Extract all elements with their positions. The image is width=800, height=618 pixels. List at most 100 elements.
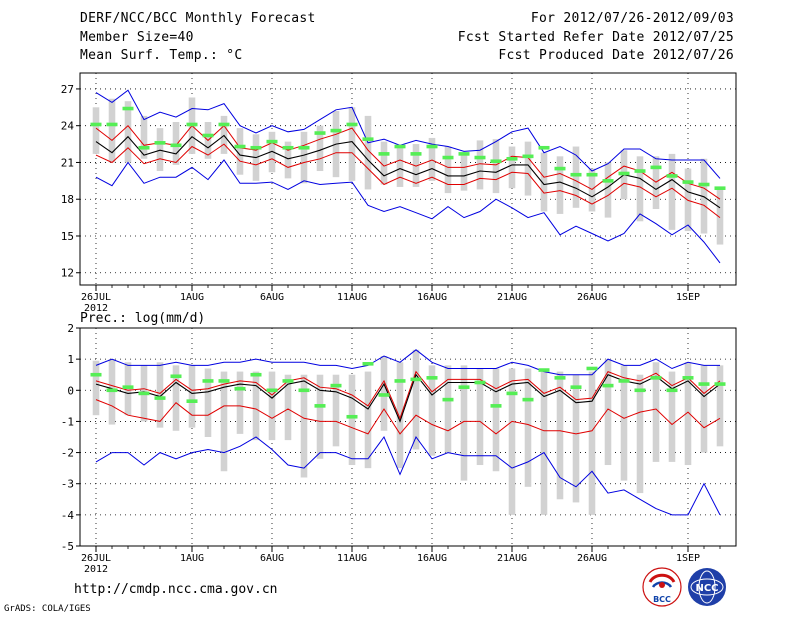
temp-member-marker	[362, 137, 374, 141]
prec-plot-frame	[79, 327, 737, 547]
temp-member-marker	[346, 122, 358, 127]
prec-spread-bar	[188, 365, 196, 428]
temp-spread-bar	[396, 146, 404, 187]
precipitation-panel: -5 -4 -3 -2 -1 0 1 2 26JUL 1AUG 6AUG 11AUG 16AUG 21AU…	[61, 322, 737, 575]
temp-member-marker	[474, 155, 486, 160]
prec-member-marker	[394, 379, 406, 383]
prec-spread-bar	[636, 374, 644, 494]
prec-member-marker	[298, 388, 310, 393]
prec-spread-bar	[412, 349, 420, 450]
prec-member-marker	[570, 385, 582, 389]
temperature-panel: 12 15 18 21 24 27 26JUL 1AUG 6AUG 11AUG 16AUG 21AUG…	[61, 72, 737, 314]
prec-y-tick-label: -5	[61, 540, 74, 553]
prec-member-marker	[474, 380, 486, 385]
temp-spread-bar	[172, 122, 180, 165]
temp-spread-bar	[524, 141, 532, 196]
prec-spread-bar	[524, 368, 532, 487]
temp-spread-bar	[556, 156, 564, 214]
prec-member-marker	[490, 404, 502, 408]
temp-x-tick-label: 26JUL	[81, 292, 111, 303]
temp-member-marker	[458, 152, 470, 156]
temp-spread-bar	[428, 137, 436, 181]
prec-spread-bar	[236, 371, 244, 434]
prec-spread-bar	[172, 365, 180, 431]
temp-spread-bar	[476, 140, 484, 190]
temp-spread-bar	[156, 128, 164, 172]
prec-lower-band-line	[95, 399, 721, 435]
prec-maximum-line	[95, 349, 720, 376]
prec-spread-bar	[428, 365, 436, 456]
prec-x-tick-label: 21AUG	[497, 553, 527, 564]
prec-member-marker	[266, 388, 278, 393]
prec-x-tick-label: 26JUL	[81, 553, 111, 564]
temp-x-tick-label: 1AUG	[180, 292, 204, 303]
prec-spread-bar	[268, 371, 276, 441]
temp-x-tick-label: 6AUG	[260, 292, 284, 303]
prec-member-marker	[506, 391, 518, 396]
temp-spread-bar	[668, 153, 676, 230]
prec-spread-bar	[492, 368, 500, 472]
prec-member-marker	[234, 386, 246, 391]
temp-member-marker	[682, 180, 694, 184]
prec-spread-bar	[252, 371, 260, 441]
prec-y-tick-label: 1	[67, 353, 74, 366]
temp-spread-bar	[380, 141, 388, 185]
temp-member-marker	[586, 172, 598, 177]
temp-spread-bar	[300, 131, 308, 184]
prec-member-marker	[122, 385, 134, 389]
prec-member-marker	[346, 414, 358, 419]
temp-member-marker	[522, 154, 534, 159]
temp-spread-bar	[236, 128, 244, 175]
temp-spread-bar	[460, 152, 468, 191]
temp-member-marker	[410, 152, 422, 156]
temp-member-marker	[170, 143, 182, 148]
precip-panel-title: Prec.: log(mm/d)	[80, 311, 205, 326]
prec-y-tick-label: -4	[61, 509, 75, 522]
prec-member-marker	[650, 376, 662, 380]
temp-member-marker	[122, 106, 134, 111]
temp-member-marker	[426, 144, 438, 149]
temp-spread-bar	[700, 158, 708, 234]
temp-x-tick-label: 11AUG	[337, 292, 367, 303]
prec-x-tick-label: 1SEP	[676, 553, 700, 564]
prec-spread-bar	[316, 374, 324, 459]
prec-y-tick-label: -1	[61, 415, 74, 428]
ncc-logo-text: NCC	[695, 583, 718, 594]
temp-member-marker	[186, 122, 198, 127]
prec-spread-bar	[396, 362, 404, 469]
prec-spread-bar	[556, 371, 564, 500]
prec-minimum-line	[95, 435, 721, 516]
prec-member-marker	[250, 372, 262, 377]
temp-x-tick-label: 16AUG	[417, 292, 447, 303]
prec-spread-bar	[444, 365, 452, 453]
temp-maximum-line	[95, 89, 721, 179]
prec-x-tick-label: 16AUG	[417, 553, 447, 564]
temp-member-marker	[714, 186, 726, 190]
prec-spread-bar	[220, 371, 228, 472]
prec-member-marker	[378, 393, 390, 397]
temp-member-marker	[394, 144, 406, 149]
temp-spread-bar	[268, 131, 276, 173]
temp-member-marker	[378, 152, 390, 156]
prec-spread-bar	[684, 362, 692, 466]
temp-member-marker	[570, 172, 582, 177]
temp-member-marker	[106, 122, 118, 127]
temp-member-marker	[218, 122, 230, 127]
prec-spread-bar	[668, 371, 676, 462]
bcc-logo: BCC	[642, 567, 682, 607]
source-url[interactable]: http://cmdp.ncc.cma.gov.cn	[74, 582, 278, 597]
prec-x-tick-label: 6AUG	[260, 553, 284, 564]
temp-member-marker	[618, 171, 630, 176]
prec-x-tick-label: 26AUG	[577, 553, 607, 564]
prec-member-marker	[170, 374, 182, 379]
temp-member-marker	[234, 144, 246, 149]
prec-spread-bar	[460, 365, 468, 481]
prec-member-marker	[458, 385, 470, 389]
temp-spread-bar	[364, 115, 372, 190]
temp-member-marker	[506, 156, 518, 161]
prec-member-marker	[522, 397, 534, 402]
prec-member-marker	[634, 388, 646, 393]
prec-x-tick-label: 1AUG	[180, 553, 204, 564]
temp-member-marker	[154, 141, 166, 145]
